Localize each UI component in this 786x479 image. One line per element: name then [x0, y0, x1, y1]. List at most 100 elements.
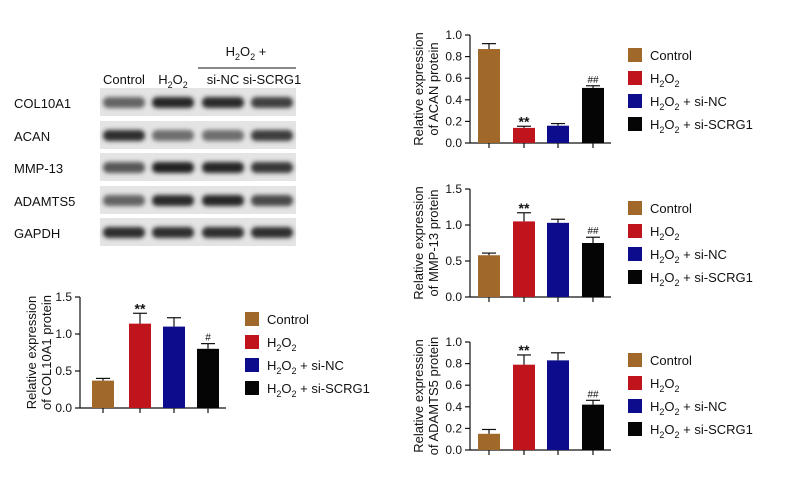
legend-label: H2O2 — [267, 335, 297, 353]
legend-swatch — [245, 335, 259, 349]
legend: Control H2O2 H2O2 + si-NC H2O2 + si-SCRG1 — [628, 201, 753, 288]
legend: Control H2O2 H2O2 + si-NC H2O2 + si-SCRG1 — [628, 48, 753, 135]
y-tick-label: 0.0 — [445, 136, 462, 150]
y-tick-label: 1.5 — [55, 290, 72, 304]
svg-text:H2O2 +: H2O2 + — [226, 44, 267, 62]
blot-band — [202, 97, 244, 108]
y-axis-label: Relative expressionof ADAMTS5 protein — [411, 337, 441, 456]
bar — [478, 433, 500, 450]
legend-label: H2O2 + si-NC — [650, 94, 727, 112]
legend-swatch — [628, 376, 642, 390]
significance-mark: ** — [519, 113, 530, 129]
legend-swatch — [245, 358, 259, 372]
bar — [582, 87, 604, 143]
blot-band — [103, 162, 145, 173]
bar — [478, 255, 500, 297]
legend-swatch — [628, 48, 642, 62]
bar — [582, 404, 604, 450]
significance-mark: # — [205, 333, 211, 344]
blot-band — [103, 130, 145, 141]
legend-label: H2O2 + si-SCRG1 — [650, 422, 753, 440]
legend-label: Control — [650, 201, 692, 216]
legend-swatch — [245, 381, 259, 395]
blot-band — [103, 97, 145, 108]
chart-acan: 0.0 0.2 0.4 0.6 0.8 1.0 Relative expressionof … — [411, 28, 753, 150]
blot-band — [251, 97, 293, 108]
bar — [547, 222, 569, 297]
y-tick-label: 0.4 — [445, 400, 462, 414]
blot-row-label: ACAN — [14, 129, 50, 144]
blot-row-gapdh: GAPDH — [14, 218, 296, 246]
y-tick-label: 0.2 — [445, 114, 462, 128]
group-title-h2o2-plus: H2O2 + — [226, 44, 267, 62]
chart-adamts5: 0.0 0.2 0.4 0.6 0.8 1.0 Relative expressionof … — [411, 335, 753, 457]
bar — [547, 360, 569, 450]
legend: Control H2O2 H2O2 + si-NC H2O2 + si-SCRG1 — [245, 312, 370, 399]
significance-mark: ** — [135, 300, 146, 316]
legend-swatch — [628, 270, 642, 284]
blot-row-label: ADAMTS5 — [14, 194, 75, 209]
blot-row-adamts5: ADAMTS5 — [14, 186, 296, 214]
blot-band — [251, 162, 293, 173]
svg-text:H2O2: H2O2 — [158, 72, 188, 90]
legend-label: H2O2 + si-SCRG1 — [650, 117, 753, 135]
y-tick-label: 0.0 — [55, 401, 72, 415]
legend-swatch — [628, 399, 642, 413]
blot-row-acan: ACAN — [14, 121, 296, 149]
lane-label-h2o2: H2O2 — [158, 72, 188, 90]
blot-band — [251, 130, 293, 141]
legend-label: H2O2 + si-NC — [650, 247, 727, 265]
bar — [547, 125, 569, 143]
blot-band — [103, 227, 145, 238]
lane-label-control: Control — [103, 72, 145, 87]
blot-row-label: GAPDH — [14, 226, 60, 241]
y-tick-label: 1.5 — [445, 182, 462, 196]
lane-label-si-scrg1: si-SCRG1 — [243, 72, 302, 87]
significance-mark: ## — [587, 75, 599, 86]
legend-label: H2O2 + si-NC — [650, 399, 727, 417]
legend-label: Control — [650, 353, 692, 368]
blot-band — [202, 195, 244, 206]
y-axis-label: Relative expressionof ACAN protein — [411, 32, 441, 145]
bar — [513, 364, 535, 450]
legend-swatch — [628, 422, 642, 436]
blot-header: H2O2 + Control H2O2 si-NC si-SCRG1 — [103, 44, 301, 90]
legend-label: H2O2 + si-SCRG1 — [267, 381, 370, 399]
blot-row-label: COL10A1 — [14, 96, 71, 111]
blot-band — [152, 130, 194, 141]
blot-band — [152, 195, 194, 206]
blot-band — [202, 227, 244, 238]
lane-label-si-nc: si-NC — [207, 72, 240, 87]
y-tick-label: 0.2 — [445, 421, 462, 435]
y-tick-label: 1.0 — [55, 327, 72, 341]
legend-swatch — [628, 247, 642, 261]
blot-band — [251, 195, 293, 206]
blot-band — [103, 195, 145, 206]
bar — [478, 49, 500, 143]
chart-mmp13: 0.0 0.5 1.0 1.5 Relative expressionof MMP-13… — [411, 182, 753, 304]
legend-swatch — [628, 224, 642, 238]
blot-row-mmp-13: MMP-13 — [14, 153, 296, 181]
legend-swatch — [628, 71, 642, 85]
bar — [129, 323, 151, 408]
blot-band — [202, 130, 244, 141]
y-tick-label: 0.4 — [445, 93, 462, 107]
blot-band — [152, 97, 194, 108]
blot-row-label: MMP-13 — [14, 161, 63, 176]
legend-label: H2O2 — [650, 224, 680, 242]
bar — [163, 326, 185, 408]
legend-label: H2O2 — [650, 71, 680, 89]
legend-label: H2O2 + si-NC — [267, 358, 344, 376]
y-tick-label: 0.8 — [445, 50, 462, 64]
y-tick-label: 0.5 — [55, 364, 72, 378]
bar — [197, 348, 219, 408]
y-axis-label: Relative expressionof COL10A1 protein — [24, 295, 54, 410]
legend-swatch — [628, 201, 642, 215]
bar — [513, 127, 535, 143]
y-tick-label: 0.6 — [445, 71, 462, 85]
y-tick-label: 0.0 — [445, 443, 462, 457]
blot-band — [152, 162, 194, 173]
